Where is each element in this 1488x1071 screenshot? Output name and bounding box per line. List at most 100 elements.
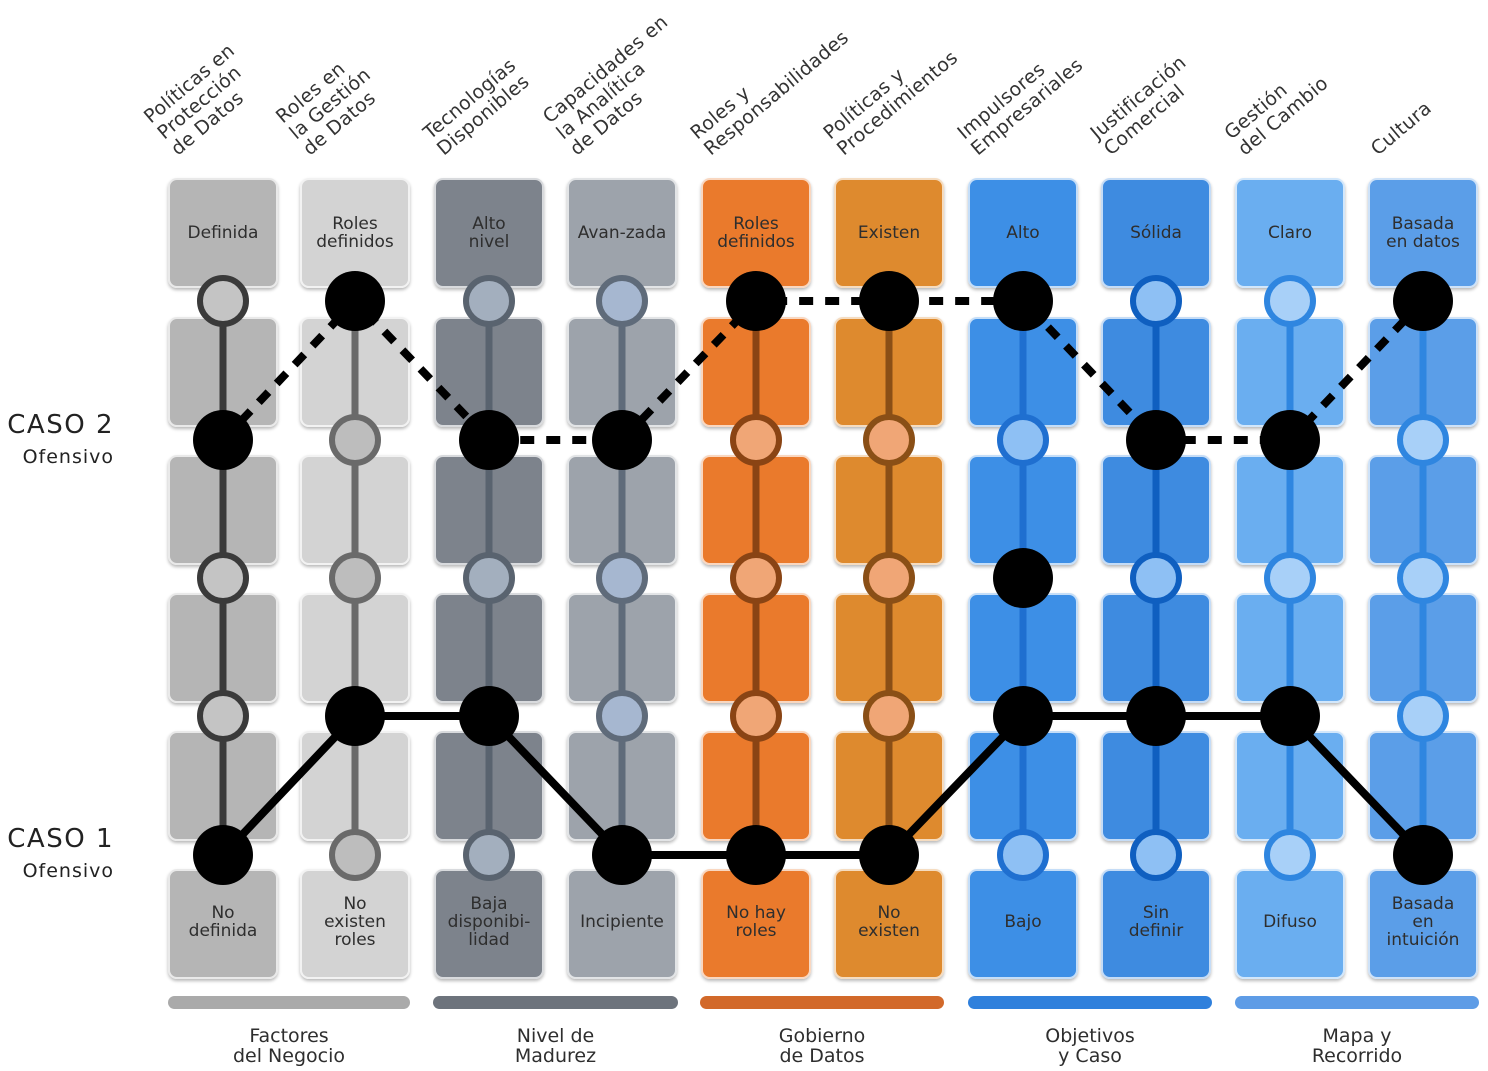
level-node [197, 275, 249, 327]
case1-marker [325, 686, 385, 746]
group-label: Nivel de Madurez [514, 1025, 597, 1067]
case1-marker [726, 825, 786, 885]
case1-marker [1126, 686, 1186, 746]
case1-title: CASO 1 [7, 824, 114, 854]
level-node [329, 414, 381, 466]
top-level-label: Definida [187, 223, 259, 243]
level-cell [1368, 178, 1478, 288]
level-node [596, 690, 648, 742]
bottom-level-label: Incipiente [580, 912, 664, 932]
level-node [329, 552, 381, 604]
level-node [863, 552, 915, 604]
case1-subtitle: Ofensivo [22, 860, 114, 882]
level-cell [968, 869, 1078, 979]
level-node [997, 414, 1049, 466]
top-level-label: Alto [1006, 223, 1040, 243]
case1-marker [1393, 825, 1453, 885]
level-node [463, 829, 515, 881]
bottom-level-label: No existen [858, 903, 920, 941]
level-node [863, 414, 915, 466]
group-bar [700, 996, 944, 1009]
group-bar [433, 996, 678, 1009]
case2-marker [1126, 410, 1186, 470]
case2-title: CASO 2 [7, 410, 114, 440]
bottom-level-label: Sin definir [1128, 903, 1184, 941]
level-cell [701, 869, 811, 979]
level-node [197, 552, 249, 604]
level-node [197, 690, 249, 742]
case1-marker [859, 825, 919, 885]
level-cell [434, 178, 544, 288]
case2-subtitle: Ofensivo [22, 446, 114, 468]
group-label: Gobierno de Datos [778, 1025, 866, 1067]
bottom-level-label: No hay roles [726, 903, 786, 941]
level-node [1264, 829, 1316, 881]
level-node [1397, 414, 1449, 466]
case2-marker [859, 271, 919, 331]
top-level-label: Avan-zada [577, 223, 667, 243]
case2-marker [726, 271, 786, 331]
case2-marker [459, 410, 519, 470]
group-label: Factores del Negocio [232, 1025, 345, 1067]
level-node [997, 829, 1049, 881]
case1-marker [459, 686, 519, 746]
bottom-level-label: Baja disponibi- lidad [447, 894, 531, 950]
level-cell [168, 178, 278, 288]
level-cell [300, 178, 410, 288]
level-node [1397, 690, 1449, 742]
level-node [1130, 552, 1182, 604]
level-cell [1235, 178, 1345, 288]
level-node [596, 552, 648, 604]
bottom-level-label: No existen roles [324, 894, 386, 950]
case2-marker [325, 271, 385, 331]
case1-marker [993, 686, 1053, 746]
bottom-level-label: Difuso [1263, 912, 1317, 932]
level-node [863, 690, 915, 742]
case2-marker [592, 410, 652, 470]
group-bar [168, 996, 410, 1009]
top-level-label: Sólida [1130, 223, 1182, 243]
level-node [596, 275, 648, 327]
case2-line [220, 295, 1426, 444]
level-cell [300, 869, 410, 979]
bottom-level-label: Basada en intuición [1386, 894, 1460, 950]
case2-marker [193, 410, 253, 470]
group-label: Mapa y Recorrido [1311, 1025, 1403, 1067]
case2-marker [1260, 410, 1320, 470]
level-node [730, 414, 782, 466]
level-node [730, 690, 782, 742]
top-level-label: Roles definidos [316, 214, 394, 252]
level-node [1264, 275, 1316, 327]
level-node [1130, 829, 1182, 881]
group-label: Objetivos y Caso [1045, 1025, 1135, 1067]
level-node [463, 552, 515, 604]
top-level-label: Alto nivel [468, 214, 510, 252]
bottom-level-label: No definida [188, 903, 258, 941]
case2-marker [993, 271, 1053, 331]
case1-line [220, 712, 1426, 859]
level-node [1130, 275, 1182, 327]
case1-marker [592, 825, 652, 885]
case1-marker [1260, 686, 1320, 746]
level-cell [834, 869, 944, 979]
case2-marker [1393, 271, 1453, 331]
level-cell [1235, 869, 1345, 979]
level-cell [567, 178, 677, 288]
level-cell [1368, 869, 1478, 979]
group-bar [968, 996, 1212, 1009]
level-cell [701, 178, 811, 288]
top-level-label: Roles definidos [717, 214, 795, 252]
level-cell [1101, 869, 1211, 979]
level-node [730, 552, 782, 604]
top-level-label: Claro [1267, 223, 1313, 243]
case1-marker [193, 825, 253, 885]
group-bar [1235, 996, 1479, 1009]
level-node [463, 275, 515, 327]
top-level-label: Existen [857, 223, 921, 243]
case2-marker [993, 548, 1053, 608]
top-level-label: Basada en datos [1386, 214, 1460, 252]
level-node [1264, 552, 1316, 604]
bottom-level-label: Bajo [1004, 912, 1042, 932]
